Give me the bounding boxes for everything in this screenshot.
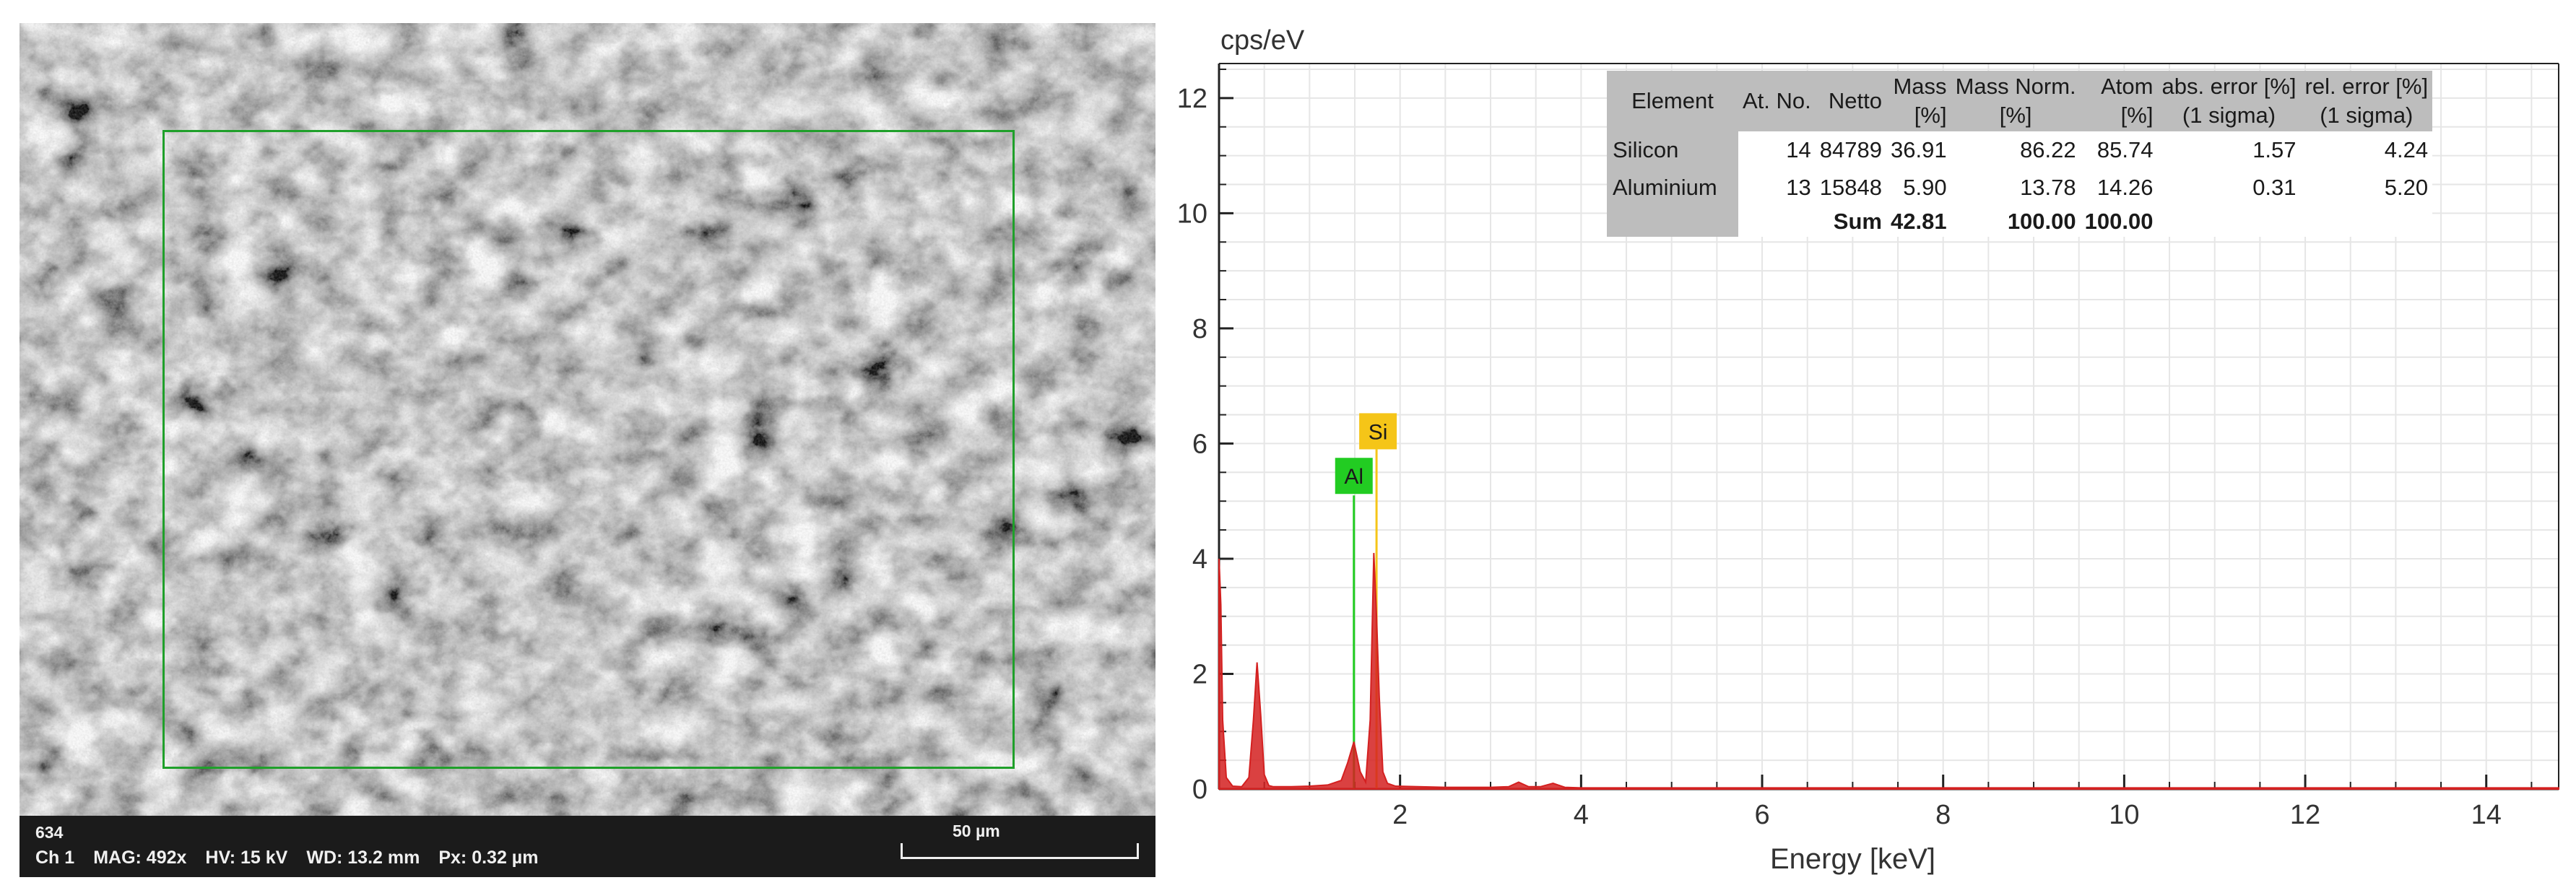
cell-mass-norm: 13.78 bbox=[2020, 175, 2076, 200]
cell-element: Aluminium bbox=[1607, 169, 1738, 206]
cell-at-no: 14 bbox=[1786, 137, 1811, 162]
y-tick-label: 2 bbox=[1192, 659, 1207, 689]
scale-bar bbox=[901, 843, 1139, 859]
col-header-abs-error: abs. error [%] (1 sigma) bbox=[2157, 71, 2301, 131]
cell-sum-mass: 42.81 bbox=[1890, 209, 1947, 234]
sem-pixel-size: Px: 0.32 µm bbox=[438, 848, 539, 868]
cell-netto: 15848 bbox=[1819, 175, 1882, 200]
sem-working-distance: WD: 13.2 mm bbox=[306, 848, 420, 868]
col-header-rel-error: rel. error [%] (1 sigma) bbox=[2300, 71, 2433, 131]
col-header-at-no: At. No. bbox=[1738, 71, 1816, 131]
cell-element-blank bbox=[1607, 206, 1738, 237]
col-header-atom: Atom [%] bbox=[2080, 71, 2158, 131]
sem-voltage: HV: 15 kV bbox=[205, 848, 288, 868]
y-tick-label: 10 bbox=[1177, 199, 1207, 229]
cell-mass-norm: 86.22 bbox=[2020, 137, 2076, 162]
spectrum-series bbox=[1218, 552, 2559, 790]
x-tick-label: 12 bbox=[2290, 800, 2320, 830]
analysis-region-box bbox=[162, 130, 1015, 769]
col-header-mass: Mass [%] bbox=[1886, 71, 1951, 131]
x-tick-label: 14 bbox=[2471, 800, 2502, 830]
y-tick-label: 8 bbox=[1192, 314, 1207, 344]
cell-element: Silicon bbox=[1607, 131, 1738, 169]
element-marker-badge bbox=[1335, 458, 1373, 495]
y-tick-label: 6 bbox=[1192, 429, 1207, 459]
x-axis-title: Energy [keV] bbox=[1770, 843, 1935, 875]
cell-abs-error: 0.31 bbox=[2252, 175, 2297, 200]
table-row: Silicon 14 84789 36.91 86.22 85.74 1.57 … bbox=[1607, 131, 2432, 169]
col-header-mass-norm: Mass Norm. [%] bbox=[1951, 71, 2081, 131]
table-header-row: Element At. No. Netto Mass [%] Mass Norm… bbox=[1607, 71, 2433, 131]
cell-blank bbox=[1738, 206, 1816, 237]
cell-atom: 14.26 bbox=[2096, 175, 2154, 200]
sem-image-id: 634 bbox=[35, 823, 64, 842]
cell-atom: 85.74 bbox=[2096, 137, 2154, 162]
cell-netto: 84789 bbox=[1819, 137, 1882, 162]
y-axis-title: cps/eV bbox=[1220, 25, 1305, 56]
cell-mass: 36.91 bbox=[1890, 137, 1947, 162]
x-tick-label: 6 bbox=[1754, 800, 1769, 830]
table-row: Aluminium 13 15848 5.90 13.78 14.26 0.31… bbox=[1607, 169, 2432, 206]
x-tick-label: 10 bbox=[2109, 800, 2139, 830]
quantification-table: Element At. No. Netto Mass [%] Mass Norm… bbox=[1607, 71, 2433, 237]
cell-sum-label: Sum bbox=[1833, 209, 1882, 234]
sem-magnification: MAG: 492x bbox=[93, 848, 187, 868]
sem-channel: Ch 1 bbox=[35, 848, 75, 868]
x-tick-label: 2 bbox=[1392, 800, 1408, 830]
col-header-element: Element bbox=[1607, 71, 1738, 131]
sem-image-texture bbox=[19, 23, 1155, 877]
sem-parameters: Ch 1 MAG: 492x HV: 15 kV WD: 13.2 mm Px: 0.3… bbox=[35, 848, 557, 868]
cell-blank bbox=[2157, 206, 2300, 237]
element-marker-badge bbox=[1359, 413, 1397, 450]
y-tick-label: 4 bbox=[1192, 544, 1207, 575]
y-tick-label: 0 bbox=[1192, 775, 1207, 805]
cell-sum-mass-norm: 100.00 bbox=[2007, 209, 2076, 234]
cell-rel-error: 4.24 bbox=[2384, 137, 2429, 162]
cell-at-no: 13 bbox=[1786, 175, 1811, 200]
sem-micrograph: 634 Ch 1 MAG: 492x HV: 15 kV WD: 13.2 mm Px:… bbox=[19, 23, 1155, 877]
sem-info-bar: 634 Ch 1 MAG: 492x HV: 15 kV WD: 13.2 mm Px:… bbox=[19, 816, 1155, 877]
cell-blank bbox=[2301, 206, 2433, 237]
y-tick-label: 12 bbox=[1177, 84, 1207, 114]
element-marker-label: Si bbox=[1369, 420, 1388, 444]
x-tick-label: 8 bbox=[1935, 800, 1951, 830]
x-tick-label: 4 bbox=[1574, 800, 1589, 830]
table-sum-row: Sum 42.81 100.00 100.00 bbox=[1607, 206, 2432, 237]
col-header-netto: Netto bbox=[1815, 71, 1886, 131]
element-marker-label: Al bbox=[1344, 465, 1363, 489]
scale-bar-label: 50 µm bbox=[953, 822, 1000, 840]
cell-abs-error: 1.57 bbox=[2252, 137, 2297, 162]
cell-mass: 5.90 bbox=[1903, 175, 1947, 200]
cell-sum-atom: 100.00 bbox=[2084, 209, 2154, 234]
cell-rel-error: 5.20 bbox=[2384, 175, 2429, 200]
